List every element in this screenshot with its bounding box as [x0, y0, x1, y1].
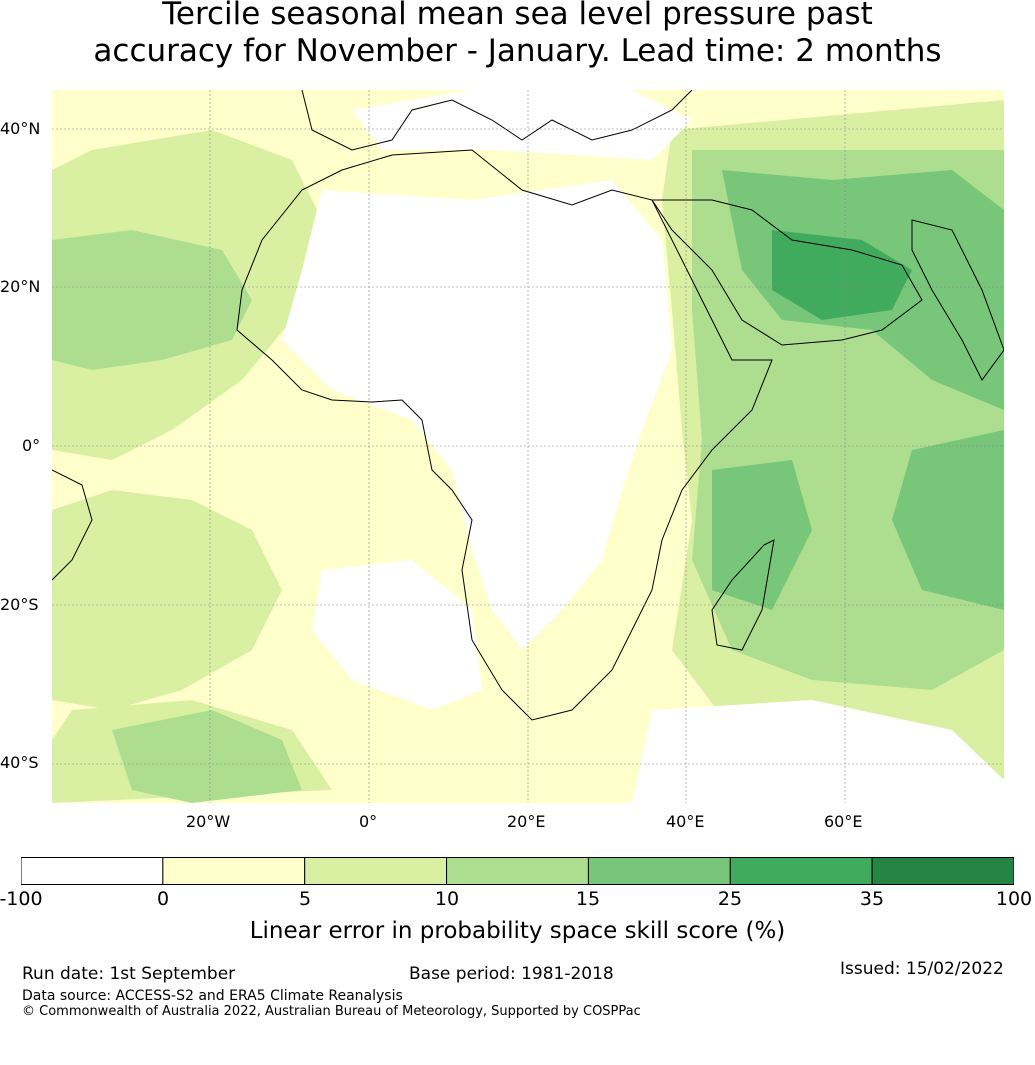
colorbar-svg [21, 857, 1014, 885]
south-america-coastline [52, 469, 93, 581]
copyright: © Commonwealth of Australia 2022, Austra… [22, 1004, 641, 1019]
lon-label-60e: 60°E [824, 812, 863, 831]
colorbar-bin [446, 857, 589, 885]
lon-label-20e: 20°E [507, 812, 546, 831]
title-line-1: Tercile seasonal mean sea level pressure… [162, 0, 873, 32]
run-date: Run date: 1st September [22, 964, 236, 984]
colorbar-tick-neg100: -100 [0, 888, 43, 910]
africa-coastline [236, 149, 773, 721]
data-source: Data source: ACCESS-S2 and ERA5 Climate … [22, 988, 403, 1004]
lon-label-20w: 20°W [186, 812, 231, 831]
south-atlantic-white [312, 560, 482, 710]
skill-shading [52, 90, 1004, 803]
colorbar-tick-0: 0 [156, 888, 170, 910]
colorbar-tick-25: 25 [717, 888, 743, 910]
colorbar-tick-5: 5 [298, 888, 312, 910]
mozambique-dark [712, 460, 812, 610]
india-coastline [911, 219, 1004, 381]
base-period: Base period: 1981-2018 [409, 964, 614, 984]
arabia-darkest [772, 230, 912, 320]
south-atlantic-medium [112, 710, 302, 803]
skill-map-svg [52, 90, 1004, 803]
lat-label-20n: 20°N [0, 277, 41, 296]
mediterranean-white [352, 90, 692, 160]
colorbar-bin [587, 857, 731, 885]
indian-east-dark [892, 430, 1004, 610]
atlantic-tropical-band [52, 230, 252, 370]
lat-label-40n: 40°N [0, 119, 41, 138]
colorbar-bins [21, 857, 1014, 885]
colorbar-tick-10: 10 [434, 888, 460, 910]
colorbar-bin [729, 857, 873, 885]
colorbar-bin [871, 857, 1014, 885]
lon-label-0: 0° [359, 812, 378, 831]
colorbar-tick-100: 100 [995, 888, 1033, 910]
coastlines [52, 90, 1004, 721]
colorbar-title: Linear error in probability space skill … [249, 918, 786, 944]
lat-label-40s: 40°S [0, 753, 39, 772]
atlantic-south-band [52, 490, 282, 710]
chart-title: Tercile seasonal mean sea level pressure… [0, 0, 1035, 70]
colorbar-bin [21, 857, 164, 885]
skill-map [52, 90, 1004, 803]
colorbar-tick-35: 35 [859, 888, 885, 910]
colorbar [21, 857, 1014, 885]
africa-interior-white [282, 180, 672, 650]
lat-label-0: 0° [22, 436, 41, 455]
colorbar-bin [162, 857, 306, 885]
southern-ocean-white [632, 700, 1004, 803]
europe-coastline [301, 90, 693, 151]
colorbar-tick-15: 15 [575, 888, 601, 910]
lon-label-40e: 40°E [666, 812, 705, 831]
colorbar-bin [304, 857, 448, 885]
madagascar-coastline [711, 539, 775, 651]
arabia-coastline [651, 199, 923, 346]
title-line-2: accuracy for November - January. Lead ti… [93, 33, 942, 69]
gridlines [52, 90, 1004, 803]
issued-date: Issued: 15/02/2022 [840, 959, 1004, 979]
lat-label-20s: 20°S [0, 595, 39, 614]
